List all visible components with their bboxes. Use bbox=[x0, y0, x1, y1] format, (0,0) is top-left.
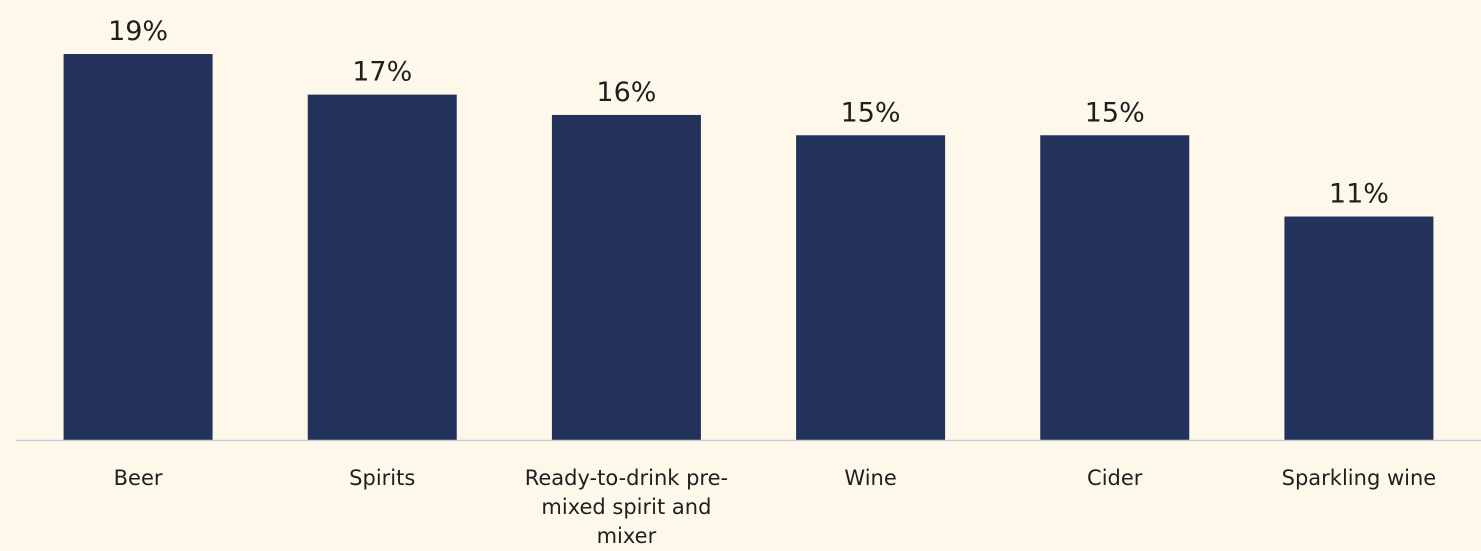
category-label-line: Spirits bbox=[349, 466, 415, 490]
value-labels-group: 19% 17% 16% 15% 15% 11% bbox=[108, 16, 1389, 210]
category-label-line: Wine bbox=[844, 466, 896, 490]
bar-5 bbox=[1284, 216, 1434, 440]
bars-group bbox=[63, 54, 1434, 441]
value-label-4: 15% bbox=[1085, 97, 1145, 128]
value-label-1: 17% bbox=[352, 57, 412, 88]
value-label-0: 19% bbox=[108, 16, 168, 47]
bar-3 bbox=[796, 135, 946, 440]
category-label-line: Beer bbox=[114, 466, 163, 490]
category-label-0: Beer bbox=[114, 466, 163, 490]
bar-4 bbox=[1040, 135, 1190, 440]
category-label-line: mixer bbox=[597, 524, 657, 548]
bar-2 bbox=[551, 114, 701, 441]
category-label-line: Cider bbox=[1087, 466, 1143, 490]
bar-0 bbox=[63, 54, 213, 440]
value-label-5: 11% bbox=[1329, 179, 1389, 210]
value-label-2: 16% bbox=[596, 77, 656, 108]
category-label-2: Ready-to-drink pre-mixed spirit and mixer bbox=[525, 466, 728, 548]
category-label-3: Wine bbox=[844, 466, 896, 490]
category-labels-group: Beer Spirits Ready-to-drink pre-mixed spir… bbox=[114, 466, 1437, 548]
category-label-line: Ready-to-drink pre- bbox=[525, 466, 728, 490]
category-label-line: mixed spirit and bbox=[541, 495, 711, 519]
category-label-line: Sparkling wine bbox=[1282, 466, 1437, 490]
bar-1 bbox=[307, 94, 457, 440]
category-label-4: Cider bbox=[1087, 466, 1143, 490]
category-label-5: Sparkling wine bbox=[1282, 466, 1437, 490]
value-label-3: 15% bbox=[841, 97, 901, 128]
category-label-1: Spirits bbox=[349, 466, 415, 490]
